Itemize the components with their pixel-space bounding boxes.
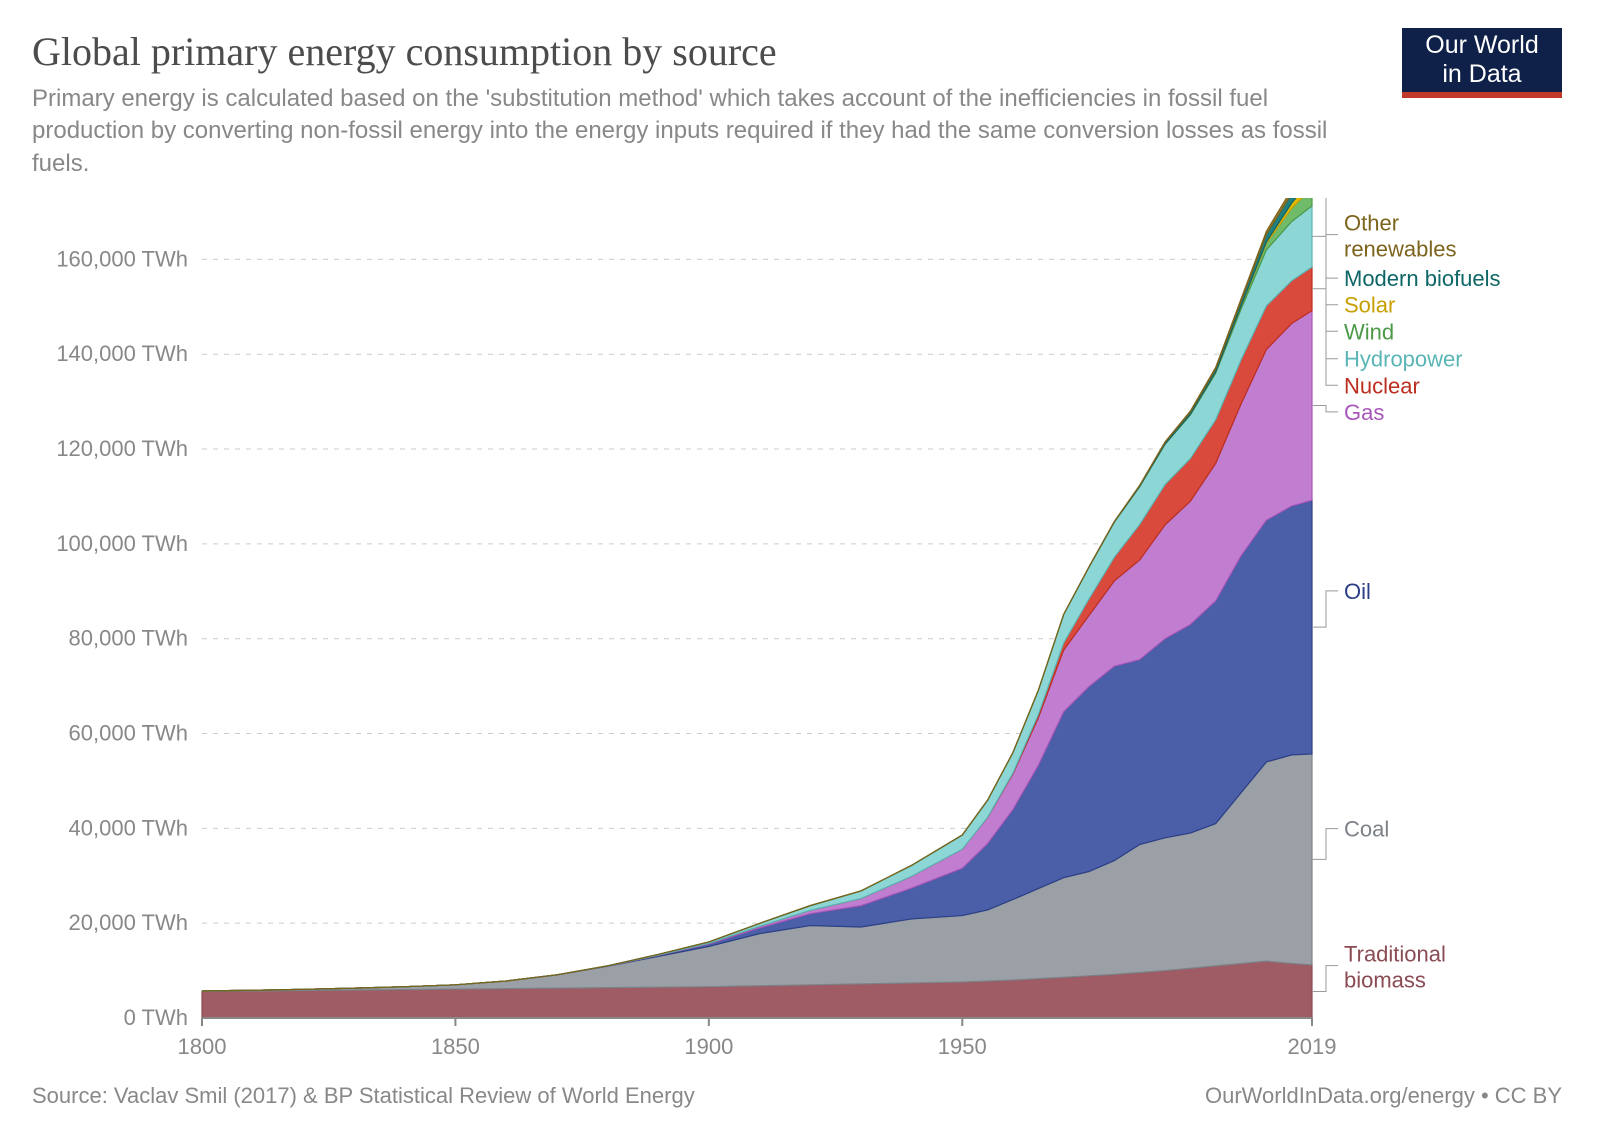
y-tick-label: 120,000 TWh xyxy=(56,436,188,461)
legend-nuclear: Nuclear xyxy=(1344,373,1420,398)
legend-connector xyxy=(1312,966,1338,992)
chart-title: Global primary energy consumption by sou… xyxy=(32,28,1568,75)
legend-wind: Wind xyxy=(1344,319,1394,344)
legend-connector xyxy=(1312,289,1338,385)
legend-connector xyxy=(1312,237,1338,359)
source-text: Source: Vaclav Smil (2017) & BP Statisti… xyxy=(32,1083,695,1109)
y-tick-label: 80,000 TWh xyxy=(69,626,188,651)
legend-traditional-biomass-2: biomass xyxy=(1344,968,1426,993)
y-tick-label: 140,000 TWh xyxy=(56,341,188,366)
y-tick-label: 100,000 TWh xyxy=(56,531,188,556)
legend-modern-biofuels: Modern biofuels xyxy=(1344,266,1501,291)
legend-hydropower: Hydropower xyxy=(1344,347,1463,372)
legend-gas: Gas xyxy=(1344,400,1384,425)
x-tick-label: 1950 xyxy=(938,1034,987,1059)
x-tick-label: 2019 xyxy=(1288,1034,1337,1059)
legend-traditional-biomass: Traditional xyxy=(1344,942,1446,967)
legend-connector xyxy=(1312,591,1338,627)
legend-connector xyxy=(1312,829,1338,860)
legend-connector xyxy=(1312,198,1338,331)
legend-other-renewables: Other xyxy=(1344,211,1399,236)
x-tick-label: 1900 xyxy=(684,1034,733,1059)
logo-line2: in Data xyxy=(1442,60,1521,88)
legend-coal: Coal xyxy=(1344,817,1389,842)
legend-connector xyxy=(1312,406,1338,412)
owid-logo: Our World in Data xyxy=(1402,28,1562,98)
x-tick-label: 1850 xyxy=(431,1034,480,1059)
x-tick-label: 1800 xyxy=(178,1034,227,1059)
chart-subtitle: Primary energy is calculated based on th… xyxy=(32,83,1352,180)
y-tick-label: 20,000 TWh xyxy=(69,910,188,935)
legend-connector xyxy=(1312,198,1338,278)
y-tick-label: 160,000 TWh xyxy=(56,247,188,272)
legend-oil: Oil xyxy=(1344,579,1371,604)
y-tick-label: 40,000 TWh xyxy=(69,816,188,841)
legend-solar: Solar xyxy=(1344,293,1395,318)
legend-connector xyxy=(1312,198,1338,235)
legend-other-renewables-2: renewables xyxy=(1344,237,1457,262)
chart-footer: Source: Vaclav Smil (2017) & BP Statisti… xyxy=(32,1083,1562,1109)
y-tick-label: 0 TWh xyxy=(124,1005,188,1030)
y-tick-label: 60,000 TWh xyxy=(69,721,188,746)
chart-area: 0 TWh 20,000 TWh 40,000 TWh 60,000 TWh 80,00… xyxy=(32,198,1568,1068)
logo-line1: Our World xyxy=(1425,31,1538,59)
credit-text: OurWorldInData.org/energy • CC BY xyxy=(1205,1083,1562,1109)
